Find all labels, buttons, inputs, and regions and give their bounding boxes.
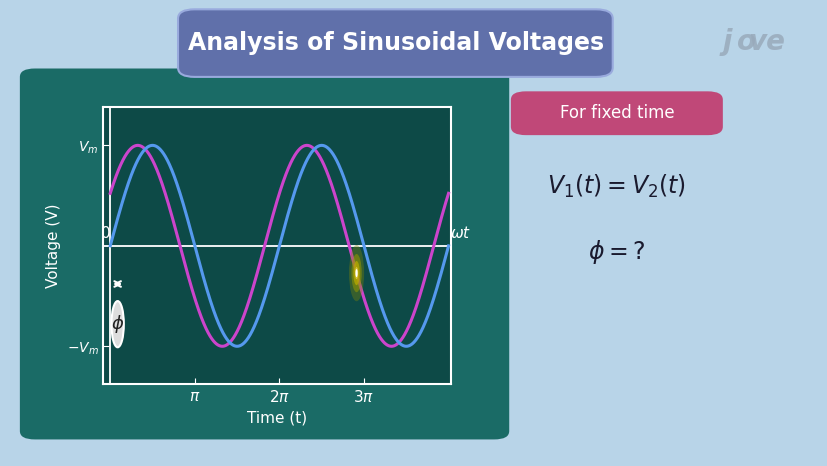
FancyBboxPatch shape — [178, 9, 612, 77]
FancyBboxPatch shape — [20, 69, 509, 439]
Text: Analysis of Sinusoidal Voltages: Analysis of Sinusoidal Voltages — [188, 31, 603, 55]
Text: $V_1(t) = V_2(t)$: $V_1(t) = V_2(t)$ — [547, 173, 686, 200]
Circle shape — [349, 245, 364, 301]
Circle shape — [355, 267, 358, 279]
Text: o: o — [736, 28, 756, 56]
Y-axis label: Voltage (V): Voltage (V) — [46, 204, 61, 288]
Circle shape — [112, 301, 124, 347]
Text: ve: ve — [748, 28, 784, 56]
Text: j: j — [721, 28, 731, 56]
Text: $\omega t$: $\omega t$ — [449, 225, 471, 241]
X-axis label: Time (t): Time (t) — [247, 411, 307, 426]
Circle shape — [355, 269, 357, 277]
FancyBboxPatch shape — [510, 91, 722, 135]
Text: $\phi$: $\phi$ — [111, 313, 124, 335]
Circle shape — [353, 261, 360, 285]
Circle shape — [351, 254, 361, 292]
Text: For fixed time: For fixed time — [559, 104, 673, 122]
Text: $\phi = ?$: $\phi = ?$ — [587, 238, 645, 266]
Text: 0: 0 — [100, 226, 110, 241]
